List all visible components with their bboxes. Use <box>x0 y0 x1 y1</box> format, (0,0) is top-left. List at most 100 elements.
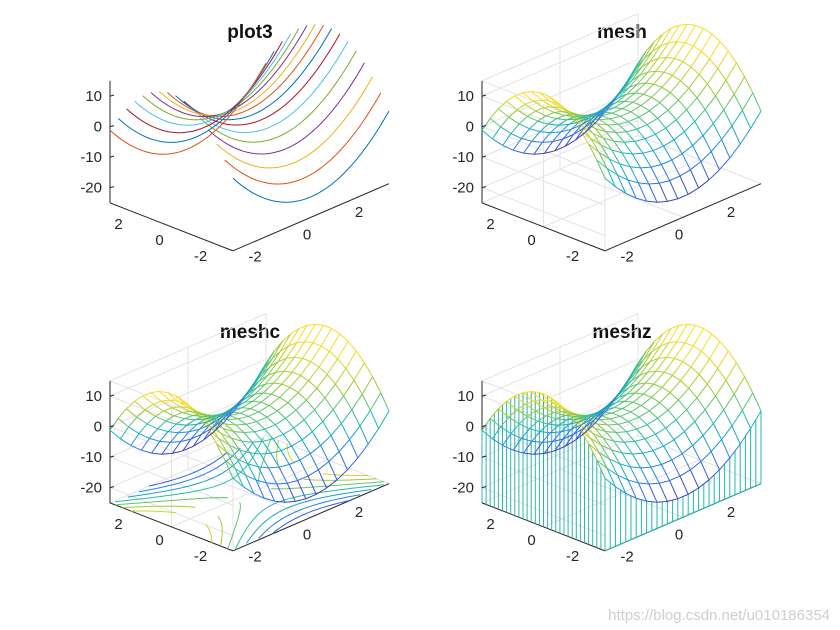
x-tick-label: -2 <box>248 249 261 266</box>
mesh-edge <box>679 475 689 495</box>
mesh-edge <box>698 74 708 85</box>
mesh-edge <box>527 410 536 417</box>
mesh-edge <box>171 407 183 413</box>
mesh-edge <box>259 453 270 469</box>
mesh-edge <box>681 453 691 471</box>
mesh-edge <box>624 392 636 402</box>
mesh-edge <box>334 383 345 397</box>
mesh-edge <box>249 452 261 455</box>
mesh-edge <box>270 452 280 468</box>
mesh-edge <box>550 424 559 434</box>
mesh-edge <box>298 324 308 330</box>
mesh-edge <box>500 426 512 435</box>
mesh-edge <box>659 180 670 184</box>
mesh-edge <box>681 153 691 171</box>
mesh-edge <box>731 425 741 445</box>
mesh-edge <box>310 361 320 368</box>
mesh-edge <box>663 439 675 447</box>
mesh-edge <box>632 393 644 403</box>
mesh-edge <box>668 325 680 344</box>
mesh-edge <box>185 403 197 412</box>
mesh-edge <box>673 131 685 141</box>
mesh-edge <box>626 431 635 442</box>
mesh-edge <box>558 119 568 126</box>
mesh-edge <box>233 431 245 433</box>
mesh-edge <box>508 416 520 425</box>
mesh-edge <box>306 387 318 401</box>
mesh-edge <box>731 125 741 145</box>
mesh-edge <box>694 109 706 122</box>
mesh-edge <box>741 392 754 411</box>
mesh-edge <box>619 163 631 168</box>
mesh-edge <box>196 421 208 425</box>
mesh-edge <box>641 351 653 368</box>
mesh-edge <box>696 97 706 110</box>
mesh-edge <box>701 50 710 60</box>
mesh-edge <box>260 401 270 406</box>
mesh-edge <box>202 416 214 425</box>
mesh-edge <box>630 466 641 469</box>
z-tick <box>109 155 115 158</box>
mesh-edge <box>647 370 657 373</box>
mesh-edge <box>663 139 675 147</box>
mesh-edge <box>638 416 648 426</box>
mesh-edge <box>688 74 700 89</box>
mesh-edge <box>646 417 658 426</box>
mesh-edge <box>669 392 679 401</box>
mesh-edge <box>254 392 264 395</box>
mesh-edge <box>152 403 164 412</box>
z-tick <box>109 455 115 458</box>
mesh-edge <box>337 341 349 360</box>
mesh-edge <box>126 400 135 410</box>
mesh-edge <box>606 168 616 188</box>
mesh-edge <box>229 412 241 417</box>
mesh-edge <box>609 458 621 465</box>
grid-line <box>109 358 267 428</box>
mesh-edge <box>721 125 733 140</box>
x-tick-label: -2 <box>248 549 261 566</box>
z-tick <box>481 486 487 489</box>
mesh-edge <box>690 161 702 171</box>
mesh-edge <box>643 383 655 395</box>
mesh-edge <box>351 409 361 427</box>
mesh-edge <box>216 443 226 461</box>
mesh-edge <box>665 427 675 441</box>
mesh-edge <box>702 123 714 136</box>
mesh-edge <box>498 408 510 418</box>
mesh-edge <box>632 152 643 155</box>
mesh-edge <box>675 409 687 421</box>
mesh-edge <box>264 424 276 430</box>
mesh-edge <box>678 399 687 411</box>
mesh-edge <box>638 110 650 118</box>
mesh-edge <box>312 421 324 432</box>
mesh-edge <box>541 99 553 108</box>
mesh-edge <box>675 119 685 132</box>
mesh-edge <box>611 449 621 465</box>
tick-labels: 100-10-20-202-202 <box>80 388 363 566</box>
mesh-edge <box>735 362 746 377</box>
mesh-edge <box>658 356 667 359</box>
mesh-edge <box>723 409 733 427</box>
mesh-edge <box>551 106 563 112</box>
mesh-edge <box>573 424 582 435</box>
mesh-edge <box>653 71 665 85</box>
mesh-edge <box>621 452 633 455</box>
mesh-edge <box>550 431 561 434</box>
mesh-edge <box>192 434 202 447</box>
y-tick-label: -2 <box>194 248 207 265</box>
z-tick <box>481 125 487 128</box>
mesh-edge <box>146 423 158 430</box>
mesh-edge <box>741 92 754 111</box>
contour-line <box>148 452 228 487</box>
mesh-edge <box>625 192 637 199</box>
mesh-edge <box>265 371 277 385</box>
mesh-edge <box>237 415 249 420</box>
mesh-edge <box>652 150 662 165</box>
mesh-edge <box>590 438 600 453</box>
y-tick-label: -2 <box>566 548 579 565</box>
mesh-edge <box>661 159 672 165</box>
mesh-edge <box>630 166 641 169</box>
tick-labels: 100-10-20-202-202 <box>452 88 735 266</box>
mesh-edge <box>669 80 681 93</box>
